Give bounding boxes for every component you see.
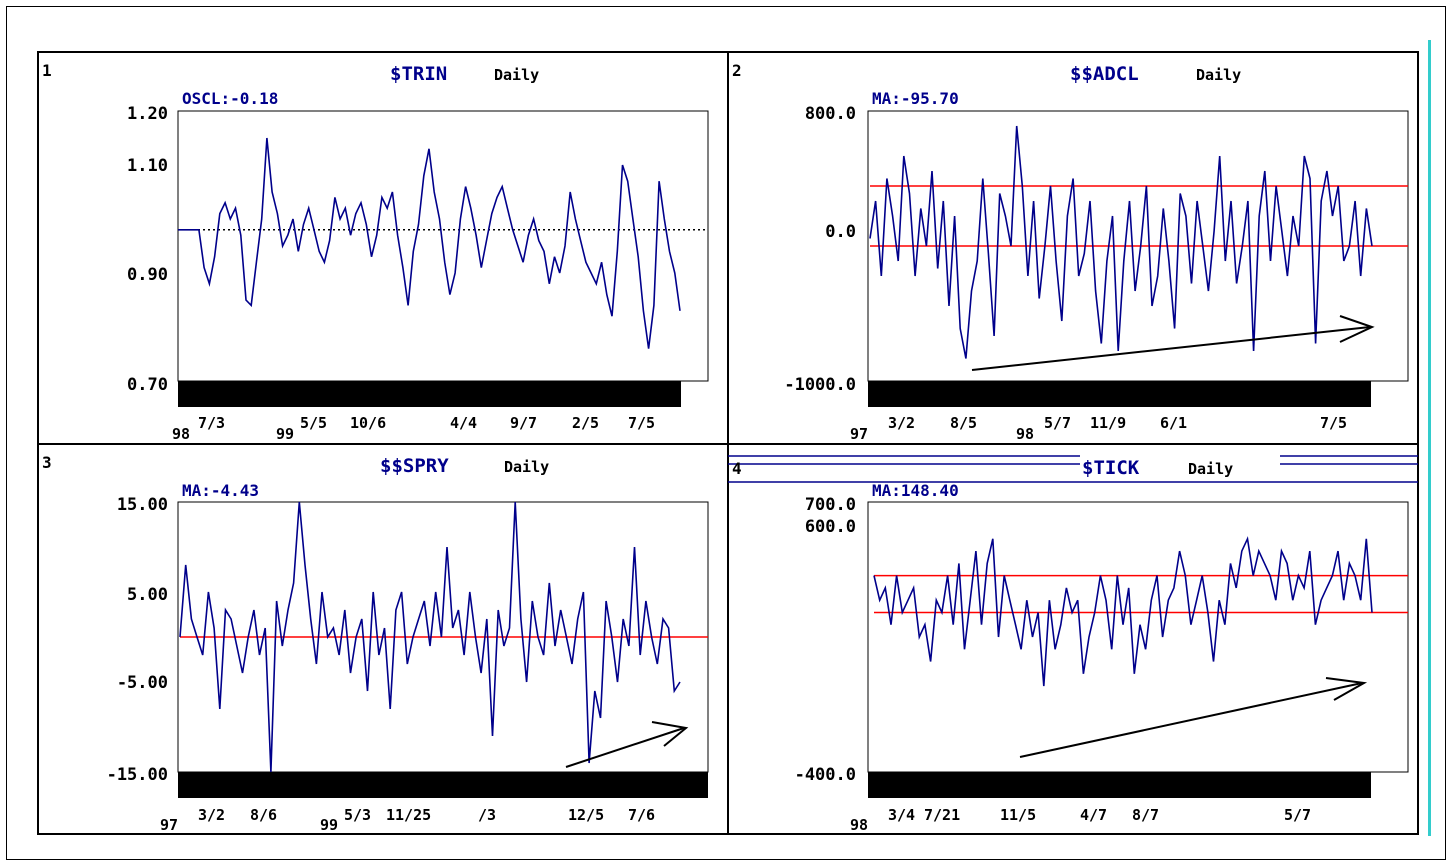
panel-2: 2 $$ADCL Daily MA:-95.70 800.0 0.0 -1000… (732, 61, 1409, 443)
panel-number: 3 (42, 453, 52, 472)
x-date-label: 7/6 (628, 806, 655, 824)
x-year-label: 98 (172, 425, 190, 443)
chart-title-symbol: $$SPRY (380, 455, 449, 477)
x-year-label: 98 (1016, 425, 1034, 443)
x-date-label: 7/5 (1320, 414, 1347, 432)
x-date-label: 5/7 (1284, 806, 1311, 824)
panel-number: 1 (42, 61, 52, 80)
indicator-label: MA:148.40 (872, 481, 959, 500)
panel-number: 4 (732, 459, 742, 478)
series-line (179, 501, 681, 773)
chart-title-symbol: $$ADCL (1070, 63, 1139, 85)
y-tick-label: 700.0 (805, 495, 856, 515)
panel-3: 3 $$SPRY Daily MA:-4.43 15.00 5.00 -5.00… (42, 453, 709, 834)
y-tick-label: 1.10 (127, 156, 168, 176)
chart-title-period: Daily (1188, 460, 1233, 478)
y-tick-label: 0.70 (127, 375, 168, 395)
x-date-label: 5/5 (300, 414, 327, 432)
trend-arrow (1019, 677, 1368, 758)
x-date-label: 11/5 (1000, 806, 1036, 824)
chart-title-symbol: $TRIN (390, 63, 447, 85)
series-line-group (869, 125, 1408, 359)
y-tick-label: 0.0 (825, 222, 856, 242)
chart-title-period: Daily (494, 66, 539, 84)
volume-bar (178, 381, 681, 407)
series-line (178, 137, 681, 349)
x-date-label: 6/1 (1160, 414, 1187, 432)
x-date-label: /3 (478, 806, 496, 824)
x-date-label: 4/4 (450, 414, 477, 432)
y-tick-label: -5.00 (117, 673, 168, 693)
series-line-group (179, 501, 708, 773)
x-year-label: 99 (320, 816, 338, 834)
panel-number: 2 (732, 61, 742, 80)
trend-line (1019, 682, 1363, 758)
series-line (869, 125, 1373, 359)
x-date-label: 11/25 (386, 806, 431, 824)
x-date-label: 4/7 (1080, 806, 1107, 824)
series-line-group (873, 536, 1408, 687)
panel-4: 4 $TICK Daily MA:148.40 700.0 600.0 -400… (728, 455, 1418, 834)
y-tick-label: 800.0 (805, 104, 856, 124)
arrow-head (651, 721, 689, 747)
y-tick-label: 15.00 (117, 495, 168, 515)
y-tick-label: 1.20 (127, 104, 168, 124)
indicator-label: MA:-95.70 (872, 89, 959, 108)
chart-title-period: Daily (1196, 66, 1241, 84)
x-date-label: 8/6 (250, 806, 277, 824)
x-date-label: 11/9 (1090, 414, 1126, 432)
y-tick-label: 0.90 (127, 265, 168, 285)
trend-line (971, 326, 1371, 371)
y-tick-label: 600.0 (805, 517, 856, 537)
trend-arrow (565, 721, 689, 768)
y-tick-label: 5.00 (127, 585, 168, 605)
x-date-label: 5/3 (344, 806, 371, 824)
x-date-label: 7/5 (628, 414, 655, 432)
arrow-head (1325, 677, 1368, 701)
x-date-label: 7/3 (198, 414, 225, 432)
series-line (873, 536, 1373, 687)
volume-bar (868, 381, 1371, 407)
x-year-label: 97 (850, 425, 868, 443)
x-date-label: 5/7 (1044, 414, 1071, 432)
trend-arrow (971, 315, 1375, 371)
x-date-label: 3/2 (888, 414, 915, 432)
series-line-group (178, 137, 708, 349)
x-date-label: 12/5 (568, 806, 604, 824)
indicator-label: OSCL:-0.18 (182, 89, 278, 108)
y-tick-label: -15.00 (107, 765, 168, 785)
x-year-label: 97 (160, 816, 178, 834)
scrollbar-edge (1428, 40, 1431, 836)
trend-line (565, 727, 685, 768)
title-mask (1080, 455, 1280, 481)
chart-title-period: Daily (504, 458, 549, 476)
x-date-label: 9/7 (510, 414, 537, 432)
x-date-label: 3/4 (888, 806, 915, 824)
x-date-label: 8/5 (950, 414, 977, 432)
x-date-label: 3/2 (198, 806, 225, 824)
volume-bar (178, 772, 708, 798)
x-year-label: 98 (850, 816, 868, 834)
x-date-label: 2/5 (572, 414, 599, 432)
volume-bar (868, 772, 1371, 798)
window-frame (6, 6, 1446, 860)
chart-title-symbol: $TICK (1082, 457, 1140, 479)
y-tick-label: -1000.0 (784, 375, 856, 395)
y-tick-label: -400.0 (795, 765, 856, 785)
x-date-label: 8/7 (1132, 806, 1159, 824)
panel-1: 1 $TRIN Daily OSCL:-0.18 1.20 1.10 0.90 … (42, 61, 709, 443)
x-year-label: 99 (276, 425, 294, 443)
x-date-label: 7/21 (924, 806, 960, 824)
x-date-label: 10/6 (350, 414, 386, 432)
indicator-label: MA:-4.43 (182, 481, 259, 500)
arrow-head (1339, 315, 1375, 343)
